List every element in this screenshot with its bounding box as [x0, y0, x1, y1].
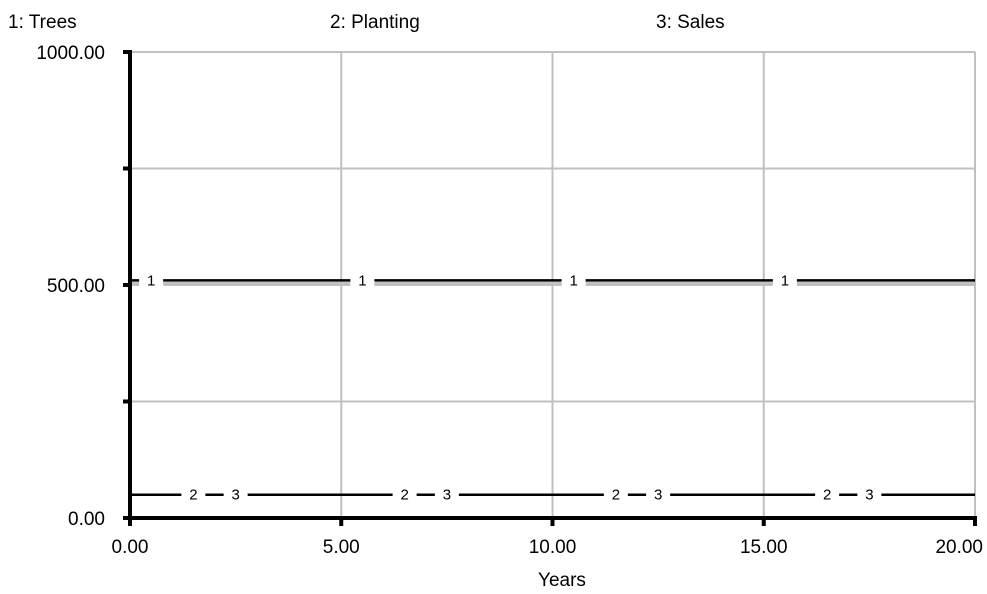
series-marker-bg [223, 486, 248, 503]
series-marker-2: 2 [400, 487, 408, 504]
series-layer: 1 1 1 1 2 2 2 2 3 3 3 3 [130, 272, 975, 504]
series-marker-bg [603, 486, 628, 503]
series-marker-2: 2 [189, 487, 197, 504]
x-tick-label: 10.00 [529, 537, 577, 558]
series-marker-3: 3 [654, 487, 662, 504]
series-marker-bg [646, 486, 671, 503]
series-marker-bg [857, 486, 882, 503]
x-tick-label: 5.00 [323, 537, 360, 558]
series-marker-1: 1 [147, 272, 155, 289]
series-marker-bg [815, 486, 840, 503]
grid [130, 51, 976, 518]
series-marker-3: 3 [865, 487, 873, 504]
series-marker-1: 1 [358, 272, 366, 289]
x-tick-label: 20.00 [935, 537, 983, 558]
legend-item-sales: 3: Sales [656, 12, 725, 33]
series-marker-3: 3 [231, 487, 239, 504]
x-tick-label: 15.00 [740, 537, 788, 558]
series-marker-bg [181, 486, 206, 503]
series-marker-bg [772, 272, 797, 289]
series-marker-2: 2 [612, 487, 620, 504]
series-marker-1: 1 [781, 272, 789, 289]
series-marker-3: 3 [443, 487, 451, 504]
y-tick-label: 500.00 [47, 276, 105, 297]
legend-item-trees: 1: Trees [8, 12, 77, 33]
y-tick-label: 1000.00 [36, 43, 105, 64]
x-axis-title: Years [538, 570, 586, 591]
axes: 0.00 500.00 1000.00 0.00 5.00 10.00 15.00 20.00 [36, 43, 983, 558]
y-tick-label: 0.00 [68, 509, 105, 530]
series-marker-2: 2 [823, 487, 831, 504]
series-marker-1: 1 [569, 272, 577, 289]
series-marker-bg [392, 486, 417, 503]
labels: 1: Trees 2: Planting 3: Sales Years [8, 12, 725, 591]
legend-item-planting: 2: Planting [330, 12, 420, 33]
series-marker-bg [350, 272, 375, 289]
x-tick-label: 0.00 [112, 537, 149, 558]
series-marker-bg [434, 486, 459, 503]
series-marker-bg [561, 272, 586, 289]
series-marker-bg [139, 272, 164, 289]
